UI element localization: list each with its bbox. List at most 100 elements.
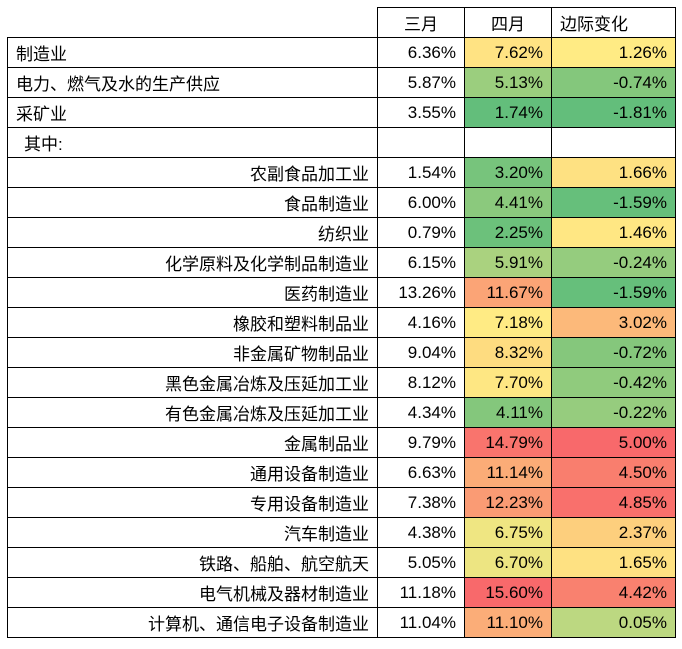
march-value: 6.36%	[377, 37, 465, 68]
march-value: 1.54%	[377, 157, 465, 188]
table-row: 黑色金属冶炼及压延加工业 8.12% 7.70% -0.42%	[7, 367, 676, 398]
april-value: 5.13%	[464, 67, 552, 98]
april-value: 15.60%	[464, 577, 552, 608]
change-value: 0.05%	[551, 607, 676, 638]
row-label: 食品制造业	[7, 187, 378, 218]
change-value: 1.65%	[551, 547, 676, 578]
row-label: 计算机、通信电子设备制造业	[7, 607, 378, 638]
april-value: 5.91%	[464, 247, 552, 278]
row-label: 橡胶和塑料制品业	[7, 307, 378, 338]
table-row: 有色金属冶炼及压延加工业 4.34% 4.11% -0.22%	[7, 397, 676, 428]
march-value: 8.12%	[377, 367, 465, 398]
april-value: 11.10%	[464, 607, 552, 638]
april-value: 7.70%	[464, 367, 552, 398]
april-value: 8.32%	[464, 337, 552, 368]
table-row: 食品制造业 6.00% 4.41% -1.59%	[7, 187, 676, 218]
table-row: 计算机、通信电子设备制造业 11.04% 11.10% 0.05%	[7, 607, 676, 638]
april-value: 3.20%	[464, 157, 552, 188]
row-label: 化学原料及化学制品制造业	[7, 247, 378, 278]
march-value: 9.79%	[377, 427, 465, 458]
table-row: 电气机械及器材制造业 11.18% 15.60% 4.42%	[7, 577, 676, 608]
col-header-march: 三月	[377, 7, 465, 38]
header-row: 三月 四月 边际变化	[8, 7, 676, 38]
row-label: 制造业	[7, 37, 378, 68]
table-row: 铁路、船舶、航空航天 5.05% 6.70% 1.65%	[7, 547, 676, 578]
row-label: 医药制造业	[7, 277, 378, 308]
table-row: 金属制品业 9.79% 14.79% 5.00%	[7, 427, 676, 458]
change-value: 2.37%	[551, 517, 676, 548]
row-label: 金属制品业	[7, 427, 378, 458]
change-value: 4.85%	[551, 487, 676, 518]
march-value: 4.38%	[377, 517, 465, 548]
march-value: 0.79%	[377, 217, 465, 248]
table-row: 通用设备制造业 6.63% 11.14% 4.50%	[7, 457, 676, 488]
april-value: 7.62%	[464, 37, 552, 68]
table-row: 橡胶和塑料制品业 4.16% 7.18% 3.02%	[7, 307, 676, 338]
change-value: 1.26%	[551, 37, 676, 68]
april-value: 6.70%	[464, 547, 552, 578]
row-label: 有色金属冶炼及压延加工业	[7, 397, 378, 428]
col-header-change: 边际变化	[551, 7, 676, 38]
april-value: 2.25%	[464, 217, 552, 248]
april-value: 4.41%	[464, 187, 552, 218]
table-row: 化学原料及化学制品制造业 6.15% 5.91% -0.24%	[7, 247, 676, 278]
april-value: 7.18%	[464, 307, 552, 338]
march-value: 4.34%	[377, 397, 465, 428]
march-value: 4.16%	[377, 307, 465, 338]
march-value: 11.04%	[377, 607, 465, 638]
change-value: -1.59%	[551, 187, 676, 218]
change-value	[551, 127, 676, 158]
table-row: 电力、燃气及水的生产供应 5.87% 5.13% -0.74%	[7, 67, 676, 98]
table-row: 其中:	[7, 127, 676, 158]
april-value: 4.11%	[464, 397, 552, 428]
april-value: 1.74%	[464, 97, 552, 128]
change-value: 1.46%	[551, 217, 676, 248]
row-label: 铁路、船舶、航空航天	[7, 547, 378, 578]
april-value: 6.75%	[464, 517, 552, 548]
change-value: -0.22%	[551, 397, 676, 428]
table-row: 非金属矿物制品业 9.04% 8.32% -0.72%	[7, 337, 676, 368]
march-value: 5.05%	[377, 547, 465, 578]
change-value: -0.42%	[551, 367, 676, 398]
change-value: 1.66%	[551, 157, 676, 188]
table-row: 农副食品加工业 1.54% 3.20% 1.66%	[7, 157, 676, 188]
row-label: 农副食品加工业	[7, 157, 378, 188]
table-row: 制造业 6.36% 7.62% 1.26%	[7, 37, 676, 68]
march-value: 3.55%	[377, 97, 465, 128]
change-value: -0.24%	[551, 247, 676, 278]
change-value: 3.02%	[551, 307, 676, 338]
table-row: 采矿业 3.55% 1.74% -1.81%	[7, 97, 676, 128]
change-value: 5.00%	[551, 427, 676, 458]
table-body: 制造业 6.36% 7.62% 1.26% 电力、燃气及水的生产供应 5.87% 5.13%…	[7, 37, 676, 638]
col-header-april: 四月	[464, 7, 552, 38]
row-label: 通用设备制造业	[7, 457, 378, 488]
march-value	[377, 127, 465, 158]
row-label: 非金属矿物制品业	[7, 337, 378, 368]
change-value: -1.81%	[551, 97, 676, 128]
march-value: 13.26%	[377, 277, 465, 308]
march-value: 6.00%	[377, 187, 465, 218]
row-label: 专用设备制造业	[7, 487, 378, 518]
row-label: 其中:	[7, 127, 378, 158]
april-value	[464, 127, 552, 158]
march-value: 11.18%	[377, 577, 465, 608]
table-row: 医药制造业 13.26% 11.67% -1.59%	[7, 277, 676, 308]
change-value: -0.74%	[551, 67, 676, 98]
march-value: 6.15%	[377, 247, 465, 278]
change-value: 4.50%	[551, 457, 676, 488]
table-row: 专用设备制造业 7.38% 12.23% 4.85%	[7, 487, 676, 518]
row-label: 电气机械及器材制造业	[7, 577, 378, 608]
row-label: 汽车制造业	[7, 517, 378, 548]
table-row: 纺织业 0.79% 2.25% 1.46%	[7, 217, 676, 248]
march-value: 6.63%	[377, 457, 465, 488]
corner-cell	[8, 8, 378, 38]
row-label: 电力、燃气及水的生产供应	[7, 67, 378, 98]
industry-growth-table: 三月 四月 边际变化 制造业 6.36% 7.62% 1.26% 电力、燃气及水的生产供…	[7, 7, 676, 638]
change-value: -0.72%	[551, 337, 676, 368]
april-value: 11.14%	[464, 457, 552, 488]
table-row: 汽车制造业 4.38% 6.75% 2.37%	[7, 517, 676, 548]
row-label: 黑色金属冶炼及压延加工业	[7, 367, 378, 398]
row-label: 采矿业	[7, 97, 378, 128]
march-value: 7.38%	[377, 487, 465, 518]
